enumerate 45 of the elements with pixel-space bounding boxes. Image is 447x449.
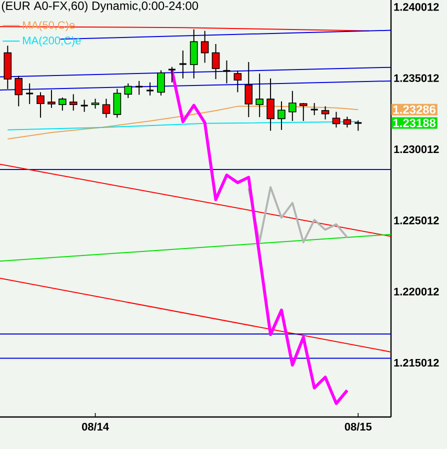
candlestick: [69, 94, 78, 112]
candlestick: [36, 92, 44, 118]
candlestick: [48, 89, 56, 108]
candlestick: [113, 88, 122, 118]
candlestick: [310, 102, 319, 116]
candlestick: [266, 78, 274, 132]
candlestick: [168, 66, 176, 83]
candlestick: [222, 60, 232, 84]
candlestick: [157, 70, 165, 96]
candlestick: [14, 75, 23, 107]
candlestick: [102, 98, 110, 118]
legend-label: MA(200,C)e: [23, 36, 81, 47]
candlestick: [256, 73, 264, 118]
candlestick: [354, 120, 362, 132]
y-tick-label: 1.235012: [394, 74, 439, 82]
candlestick: [91, 98, 100, 110]
y-tick-label: 1.230012: [394, 145, 439, 154]
candlestick: [200, 30, 209, 64]
candlestick: [80, 99, 89, 112]
candlestick: [234, 70, 242, 93]
y-tick-label: 1.225012: [394, 216, 439, 224]
candlestick: [244, 62, 253, 118]
line-series: [248, 186, 348, 244]
candlestick: [190, 28, 198, 79]
x-tick-label: 08/15: [344, 422, 372, 431]
candlestick: [332, 111, 340, 128]
candlestick: [321, 106, 330, 120]
candlestick: [212, 43, 220, 80]
candlestick: [299, 102, 308, 122]
candlestick: [134, 80, 144, 96]
candlestick: [178, 50, 188, 79]
text: 1.23188: [393, 118, 436, 128]
y-tick-label: 1.215012: [394, 358, 439, 367]
candlestick: [25, 82, 34, 105]
text: 1.23286: [393, 105, 436, 114]
candlestick: [124, 82, 132, 99]
chart-title: (EUR A0-FX,60) Dynamic,0:00-24:00: [2, 1, 198, 12]
candlestick: [146, 82, 154, 96]
candlestick: [288, 90, 296, 122]
y-tick-label: 1.240012: [394, 3, 439, 11]
y-tick-label: 1.220012: [394, 288, 439, 296]
candlestick: [278, 100, 286, 130]
candlestick: [58, 96, 66, 112]
x-tick-label: 08/14: [82, 422, 109, 431]
candlestick: [343, 116, 352, 128]
